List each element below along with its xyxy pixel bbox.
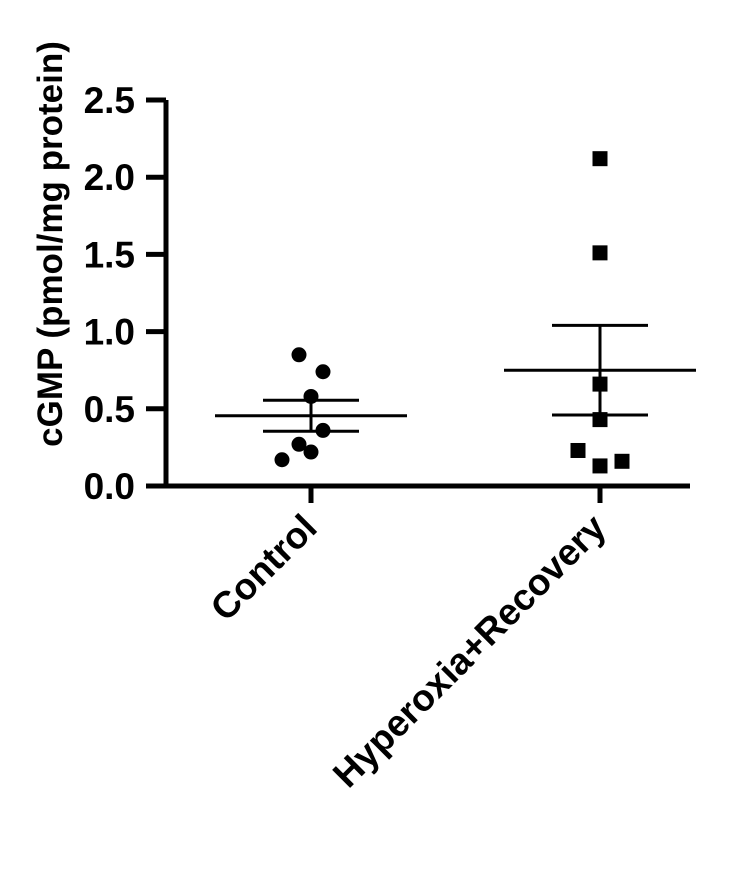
data-point-square (614, 453, 630, 469)
y-axis-title: cGMP (pmol/mg protein) (31, 41, 70, 447)
data-points (274, 151, 630, 474)
mean-sem-bars (215, 323, 696, 433)
y-tick-label: 1.0 (84, 312, 135, 353)
data-point-square (592, 412, 608, 428)
y-tick-label: 1.5 (84, 234, 135, 275)
y-tick-label: 0.0 (84, 466, 135, 507)
y-tick-label: 2.5 (84, 80, 135, 121)
axes (163, 100, 690, 489)
data-point-circle (274, 452, 290, 468)
y-tick-label: 0.5 (84, 389, 135, 430)
data-point-circle (315, 422, 331, 438)
data-point-circle (291, 436, 307, 452)
data-point-square (592, 458, 608, 474)
x-ticks: Control Hyperoxia+Recovery (203, 486, 614, 795)
x-category-label: Control (203, 507, 325, 629)
data-point-circle (315, 364, 331, 380)
data-point-square (592, 376, 608, 392)
data-point-circle (291, 347, 307, 363)
y-ticks: 0.0 0.5 1.0 1.5 2.0 2.5 (84, 80, 166, 507)
x-category-label: Hyperoxia+Recovery (325, 506, 614, 795)
y-tick-label: 2.0 (84, 157, 135, 198)
data-point-square (592, 151, 608, 167)
data-point-circle (303, 444, 319, 460)
data-point-square (592, 245, 608, 261)
data-point-circle (303, 388, 319, 404)
data-point-square (570, 442, 586, 458)
